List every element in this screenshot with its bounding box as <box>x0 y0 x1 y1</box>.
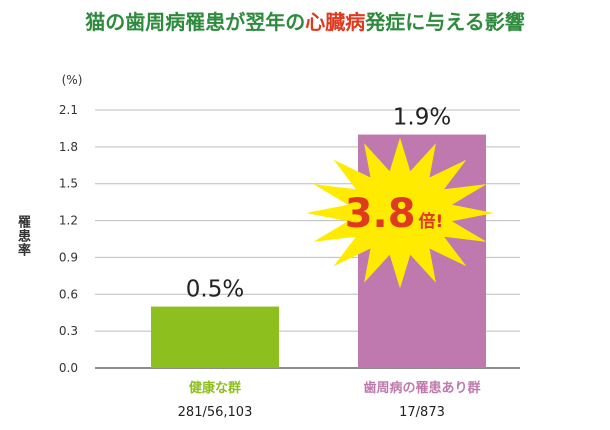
y-tick-label: 0.9 <box>59 250 78 264</box>
title-before: 猫の歯周病罹患が翌年の <box>85 10 306 34</box>
y-tick-label: 1.8 <box>59 140 78 154</box>
data-label: 0.5% <box>186 277 244 303</box>
y-tick-label: 0.3 <box>59 324 78 338</box>
starburst <box>306 137 494 289</box>
title-after: 発症に与える影響 <box>365 10 525 34</box>
count-label: 281/56,103 <box>178 405 253 420</box>
category-label: 歯周病の罹患あり群 <box>363 380 480 396</box>
count-label: 17/873 <box>399 405 445 420</box>
y-axis-label: 罹患率 <box>15 215 30 257</box>
category-label: 健康な群 <box>189 380 241 396</box>
y-unit-label: (%) <box>62 73 83 87</box>
y-tick-label: 2.1 <box>59 103 78 117</box>
y-tick-label: 1.2 <box>59 214 78 228</box>
data-label: 1.9% <box>393 105 451 131</box>
bar <box>151 306 279 368</box>
y-tick-label: 0.0 <box>59 361 78 375</box>
ratio-label: 3.8 倍! <box>345 191 444 237</box>
chart-title: 猫の歯周病罹患が翌年の心臓病発症に与える影響 <box>0 6 610 35</box>
title-highlight: 心臓病 <box>305 10 366 34</box>
y-tick-label: 0.6 <box>59 287 78 301</box>
y-tick-label: 1.5 <box>59 177 78 191</box>
